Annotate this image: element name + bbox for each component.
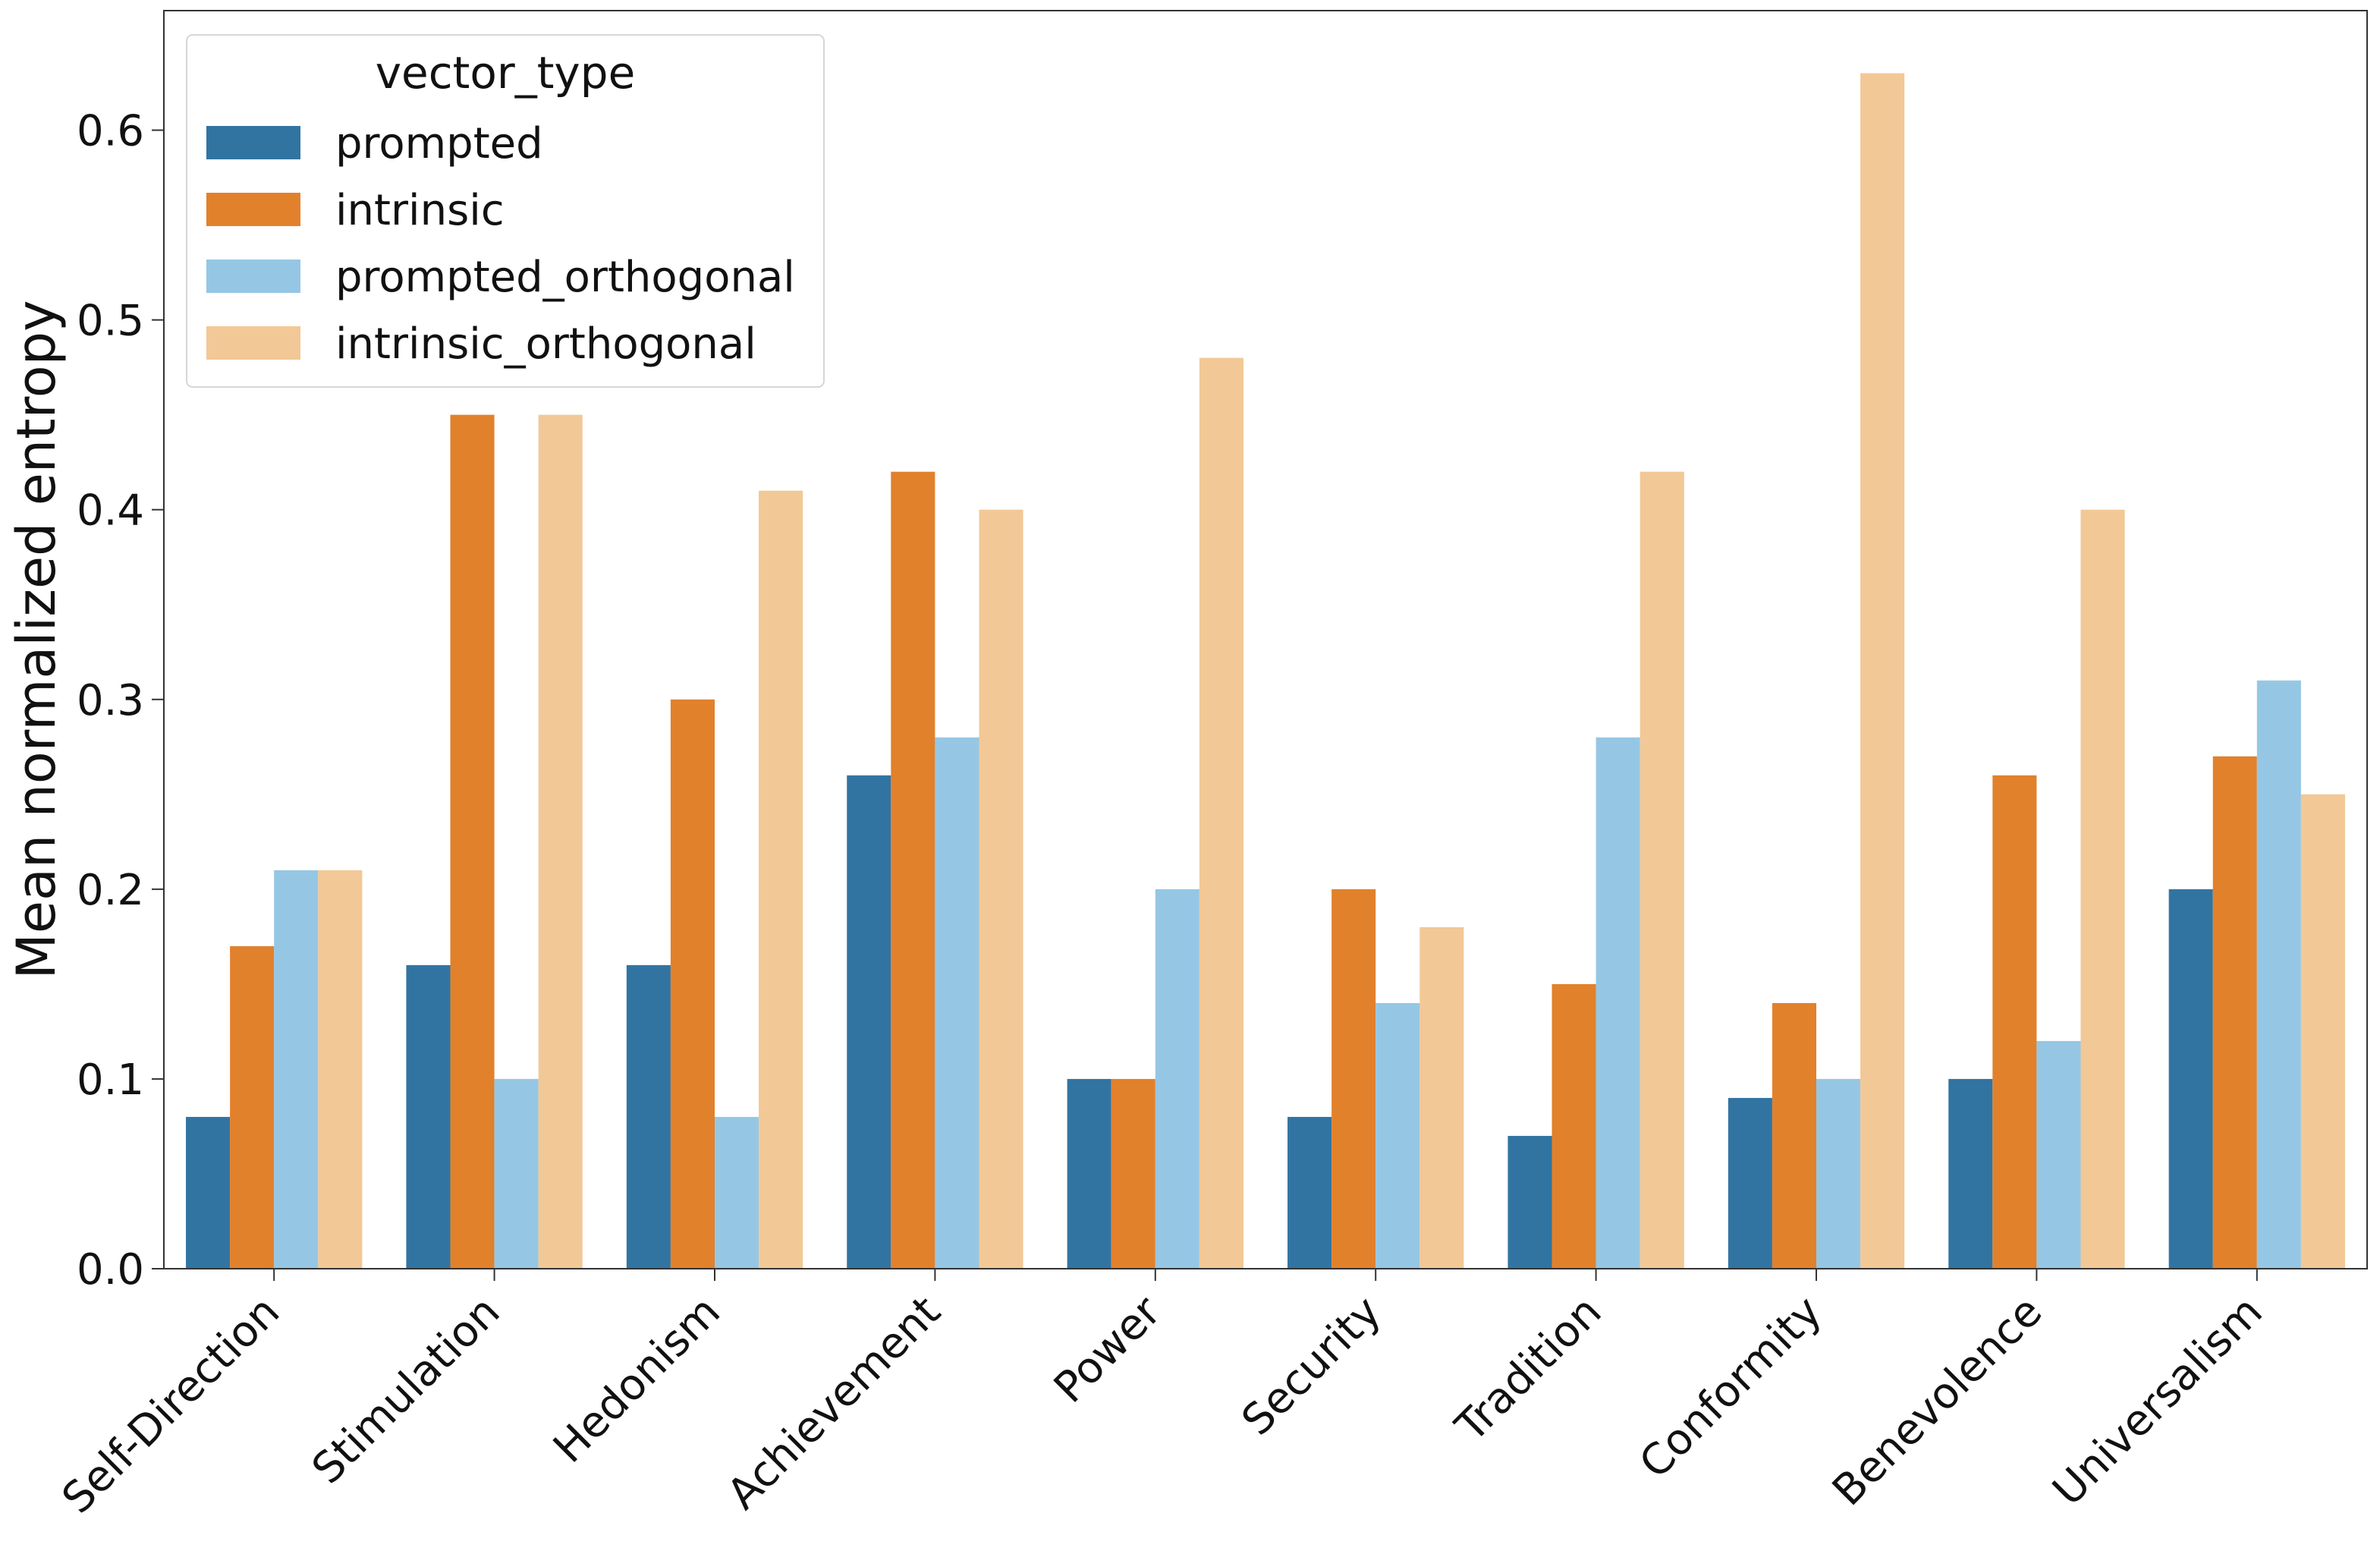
bar-intrinsic_orthogonal-benevolence <box>2080 509 2125 1269</box>
bar-intrinsic_orthogonal-conformity <box>1860 73 1905 1269</box>
bar-prompted-achievement <box>847 775 891 1269</box>
bar-prompted_orthogonal-universalism <box>2256 680 2301 1269</box>
y-tick-label: 0.2 <box>77 866 144 915</box>
bar-intrinsic-self-direction <box>230 945 275 1269</box>
bar-intrinsic_orthogonal-tradition <box>1640 471 1684 1269</box>
legend-swatch-prompted <box>206 126 300 159</box>
legend-label-prompted_orthogonal: prompted_orthogonal <box>335 253 795 302</box>
bar-prompted-hedonism <box>626 964 671 1269</box>
bar-intrinsic_orthogonal-power <box>1199 357 1243 1269</box>
bar-intrinsic-achievement <box>891 471 935 1269</box>
legend: vector_type prompted intrinsic prompted_ort… <box>186 34 825 388</box>
bar-prompted-benevolence <box>1948 1078 1993 1269</box>
y-tick-label: 0.5 <box>77 297 144 346</box>
bar-prompted-power <box>1067 1078 1111 1269</box>
bar-intrinsic_orthogonal-universalism <box>2300 794 2345 1269</box>
bar-prompted_orthogonal-tradition <box>1596 737 1640 1269</box>
bar-prompted_orthogonal-benevolence <box>2036 1040 2081 1269</box>
bar-intrinsic-universalism <box>2212 756 2257 1269</box>
legend-label-intrinsic_orthogonal: intrinsic_orthogonal <box>335 319 756 369</box>
bar-intrinsic-hedonism <box>670 699 715 1269</box>
bar-prompted_orthogonal-stimulation <box>494 1078 539 1269</box>
bar-intrinsic-tradition <box>1552 983 1596 1269</box>
y-tick-label: 0.1 <box>77 1055 144 1105</box>
legend-swatch-intrinsic <box>206 193 300 226</box>
bar-intrinsic_orthogonal-self-direction <box>318 870 363 1269</box>
bar-prompted_orthogonal-conformity <box>1816 1078 1861 1269</box>
bar-prompted-tradition <box>1508 1135 1552 1269</box>
bar-intrinsic-conformity <box>1772 1002 1816 1269</box>
bar-prompted_orthogonal-hedonism <box>715 1116 759 1269</box>
bar-prompted-security <box>1287 1116 1332 1269</box>
y-axis-title: Mean normalized entropy <box>5 300 68 980</box>
y-tick-label: 0.0 <box>77 1245 144 1295</box>
plot-frame <box>163 10 2368 1269</box>
bar-intrinsic_orthogonal-achievement <box>979 509 1023 1269</box>
bar-prompted_orthogonal-security <box>1375 1002 1420 1269</box>
bars-group <box>186 73 2345 1269</box>
bar-prompted_orthogonal-self-direction <box>274 870 319 1269</box>
y-axis: 0.0 0.1 0.2 0.3 0.4 0.5 0.6 <box>77 107 164 1295</box>
y-tick-label: 0.4 <box>77 486 144 536</box>
legend-box <box>186 34 825 388</box>
bar-intrinsic_orthogonal-hedonism <box>759 490 803 1269</box>
bar-intrinsic_orthogonal-stimulation <box>538 414 583 1269</box>
y-tick-label: 0.3 <box>77 676 144 725</box>
legend-swatch-prompted_orthogonal <box>206 260 300 293</box>
bar-intrinsic-benevolence <box>1992 775 2037 1269</box>
legend-title: vector_type <box>376 47 636 99</box>
y-tick-label: 0.6 <box>77 107 144 156</box>
legend-swatch-intrinsic_orthogonal <box>206 326 300 360</box>
bar-intrinsic-security <box>1331 889 1376 1269</box>
legend-label-prompted: prompted <box>335 119 543 168</box>
bar-intrinsic_orthogonal-security <box>1420 927 1464 1269</box>
bar-prompted-self-direction <box>186 1116 231 1269</box>
bar-prompted-stimulation <box>406 964 451 1269</box>
bar-intrinsic-stimulation <box>450 414 495 1269</box>
bar-prompted_orthogonal-power <box>1155 889 1199 1269</box>
bar-prompted-universalism <box>2168 889 2213 1269</box>
bar-prompted_orthogonal-achievement <box>935 737 979 1269</box>
bar-intrinsic-power <box>1111 1078 1155 1269</box>
legend-label-intrinsic: intrinsic <box>335 186 505 235</box>
bar-prompted-conformity <box>1728 1097 1772 1269</box>
